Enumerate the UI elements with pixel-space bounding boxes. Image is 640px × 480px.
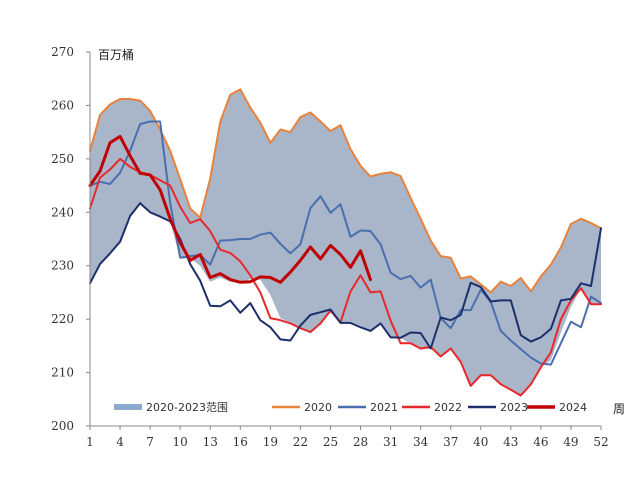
legend-label-2024: 2024 xyxy=(559,401,587,414)
x-tick-label: 34 xyxy=(413,435,429,449)
y-tick-label: 240 xyxy=(51,205,74,219)
x-tick-label: 7 xyxy=(146,435,154,449)
axis-layer xyxy=(89,52,601,427)
range-band-layer xyxy=(90,89,601,396)
x-tick-label: 31 xyxy=(383,435,398,449)
legend-label-2020: 2020 xyxy=(304,401,332,414)
x-tick-label: 10 xyxy=(173,435,188,449)
y-tick-label: 230 xyxy=(51,259,74,273)
x-tick-label: 52 xyxy=(593,435,608,449)
x-tick-label: 46 xyxy=(533,435,548,449)
x-tick-label: 19 xyxy=(263,435,278,449)
legend-label-2023: 2023 xyxy=(500,401,528,414)
x-tick-label: 4 xyxy=(116,435,124,449)
x-tick-label: 1 xyxy=(86,435,94,449)
y-tick-label: 270 xyxy=(51,45,74,59)
x-tick-label: 13 xyxy=(203,435,218,449)
y-tick-label: 260 xyxy=(51,98,74,112)
x-tick-label: 49 xyxy=(563,435,578,449)
legend-label-2021: 2021 xyxy=(370,401,398,414)
x-tick-label: 28 xyxy=(353,435,368,449)
legend-label-range: 2020-2023范围 xyxy=(146,400,228,414)
y-tick-label: 220 xyxy=(51,312,74,326)
x-tick-label: 16 xyxy=(233,435,248,449)
legend-swatch-range xyxy=(114,404,142,410)
legend-label-2022: 2022 xyxy=(434,401,462,414)
series-layer xyxy=(88,88,602,397)
x-tick-label: 40 xyxy=(473,435,488,449)
x-tick-label: 22 xyxy=(293,435,308,449)
y-tick-label: 200 xyxy=(51,419,74,433)
y-tick-label: 210 xyxy=(51,366,74,380)
x-axis-unit-label: 周 xyxy=(613,402,625,416)
x-tick-labels: 1 4 7 10 13 16 19 22 25 28 31 34 37 40 43 46 49 52 xyxy=(86,426,609,449)
x-tick-label: 37 xyxy=(443,435,458,449)
range-band-area xyxy=(90,89,601,396)
series-line-2024 xyxy=(88,134,372,284)
series-line-2020 xyxy=(89,88,602,294)
x-tick-label: 25 xyxy=(323,435,338,449)
y-axis-unit-label: 百万桶 xyxy=(98,47,134,62)
x-tick-label: 43 xyxy=(503,435,518,449)
y-tick-label: 250 xyxy=(51,152,74,166)
y-tick-labels: 200 210 220 230 240 250 260 270 xyxy=(51,45,90,433)
legend: 2020-2023范围 2020 2021 2022 2023 2024 xyxy=(114,400,587,414)
series-line-2022 xyxy=(89,157,602,397)
